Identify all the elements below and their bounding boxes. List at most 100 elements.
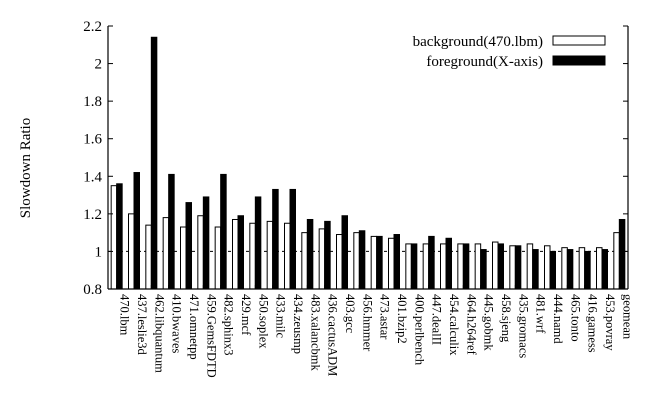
x-category-label: 447.dealII — [430, 294, 444, 345]
bar-foreground-16 — [393, 234, 400, 290]
bar-background-21 — [474, 243, 482, 290]
bar-background-6 — [214, 226, 222, 290]
x-category-label: 444.namd — [551, 294, 565, 344]
x-category-label: 435.gromacs — [516, 294, 530, 358]
bar-foreground-19 — [445, 237, 452, 290]
bar-background-16 — [388, 237, 395, 290]
legend-label-foreground: foreground(X-axis) — [426, 54, 543, 70]
bar-background-25 — [544, 245, 551, 290]
bar-background-27 — [578, 247, 586, 290]
x-category-label: 462.libquantum — [152, 294, 166, 373]
bar-foreground-2 — [150, 36, 158, 290]
legend-swatch-foreground — [552, 55, 606, 66]
x-category-label: 464.h264ref — [464, 294, 478, 356]
x-category-label: 481.wrf — [534, 294, 548, 334]
x-category-label: 483.xalancbmk — [308, 294, 322, 371]
bar-background-19 — [440, 243, 447, 290]
bar-background-11 — [301, 232, 308, 290]
axes-layer — [107, 26, 629, 290]
x-category-label: 401.bzip2 — [395, 294, 409, 344]
bar-background-7 — [232, 218, 239, 290]
x-category-label: geomean — [620, 294, 634, 340]
x-category-labels: 470.lbm 437.leslie3d 462.libquantum 410.bwa… — [116, 285, 634, 378]
bar-foreground-9 — [272, 188, 279, 290]
x-category-label: 453.povray — [603, 294, 617, 351]
bar-background-8 — [249, 222, 256, 290]
bar-background-0 — [110, 185, 118, 290]
bar-foreground-22 — [497, 243, 504, 290]
legend-swatch-background — [552, 35, 606, 46]
bar-foreground-23 — [514, 245, 522, 290]
bar-background-26 — [561, 247, 568, 290]
bar-foreground-18 — [428, 235, 435, 290]
x-category-label: 459.GemsFDTD — [204, 294, 218, 378]
bar-background-9 — [266, 220, 274, 290]
bar-foreground-7 — [237, 215, 244, 290]
bar-foreground-13 — [341, 215, 348, 290]
bar-background-14 — [353, 232, 360, 290]
y-tick-label: 0.8 — [83, 282, 102, 298]
bar-background-2 — [145, 224, 152, 290]
x-category-label: 482.sphinx3 — [222, 294, 236, 355]
y-tick-label: 2 — [95, 57, 103, 73]
bar-foreground-11 — [306, 218, 314, 290]
x-category-label: 437.leslie3d — [135, 294, 149, 356]
bar-foreground-26 — [566, 249, 574, 290]
bar-background-24 — [526, 243, 534, 290]
x-category-label: 473.astar — [378, 294, 392, 340]
x-category-label: 403.gcc — [343, 294, 357, 334]
bar-background-28 — [596, 247, 603, 290]
y-tick-label: 1.2 — [83, 207, 102, 223]
bar-background-1 — [128, 213, 135, 290]
bar-background-22 — [492, 241, 499, 290]
y-tick-label: 1.6 — [83, 132, 102, 148]
x-category-label: 450.soplex — [256, 294, 270, 349]
bar-foreground-3 — [168, 173, 175, 290]
bar-foreground-17 — [410, 243, 418, 290]
bar-foreground-0 — [116, 183, 123, 290]
bar-background-23 — [509, 245, 516, 290]
x-category-label: 465.tonto — [568, 294, 582, 342]
x-category-label: 454.calculix — [447, 294, 461, 356]
bar-foreground-5 — [202, 196, 210, 290]
bar-foreground-15 — [376, 235, 383, 290]
bar-background-3 — [162, 217, 170, 290]
y-tick-label: 1.4 — [83, 169, 102, 185]
legend-label-background: background(470.lbm) — [413, 34, 543, 50]
x-category-label: 471.omnetpp — [187, 294, 201, 360]
x-category-label: 434.zeusmp — [291, 294, 305, 354]
bar-foreground-27 — [584, 250, 591, 290]
bar-foreground-6 — [220, 173, 227, 290]
x-category-label: 456.hmmer — [360, 294, 374, 352]
bar-background-10 — [284, 222, 291, 290]
x-category-label: 458.sjeng — [499, 294, 513, 343]
bar-background-12 — [318, 228, 326, 290]
bar-foreground-20 — [462, 243, 470, 290]
bar-background-13 — [336, 234, 343, 290]
legend: background(470.lbm) foreground(X-axis) — [413, 34, 606, 70]
bar-foreground-28 — [601, 249, 608, 290]
bar-foreground-29 — [618, 218, 626, 290]
x-category-label: 416.gamess — [586, 294, 600, 353]
y-tick-label: 1.8 — [83, 94, 102, 110]
bar-foreground-10 — [289, 188, 296, 290]
y-tick-label: 1 — [95, 244, 103, 260]
y-ticks-layer: 0.8 1 1.2 1.4 1.6 1.8 2 2.2 — [83, 19, 628, 298]
bar-foreground-1 — [133, 172, 140, 290]
bar-foreground-14 — [358, 230, 366, 290]
bar-foreground-12 — [324, 220, 331, 290]
bar-background-17 — [405, 243, 412, 290]
bar-background-20 — [457, 243, 464, 290]
x-category-label: 470.lbm — [118, 294, 132, 336]
bar-background-5 — [197, 215, 204, 290]
y-axis-title: Slowdown Ratio — [18, 118, 34, 218]
bar-background-29 — [613, 232, 620, 290]
y-tick-label: 2.2 — [83, 19, 102, 35]
bar-foreground-21 — [480, 249, 487, 290]
x-category-label: 433.milc — [274, 294, 288, 339]
x-category-label: 400.perlbench — [412, 294, 426, 366]
x-category-label: 436.cactusADM — [326, 294, 340, 376]
bar-foreground-8 — [254, 196, 262, 290]
x-category-label: 410.bwaves — [170, 294, 184, 353]
